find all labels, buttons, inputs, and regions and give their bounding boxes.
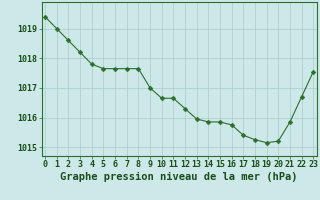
X-axis label: Graphe pression niveau de la mer (hPa): Graphe pression niveau de la mer (hPa) — [60, 172, 298, 182]
